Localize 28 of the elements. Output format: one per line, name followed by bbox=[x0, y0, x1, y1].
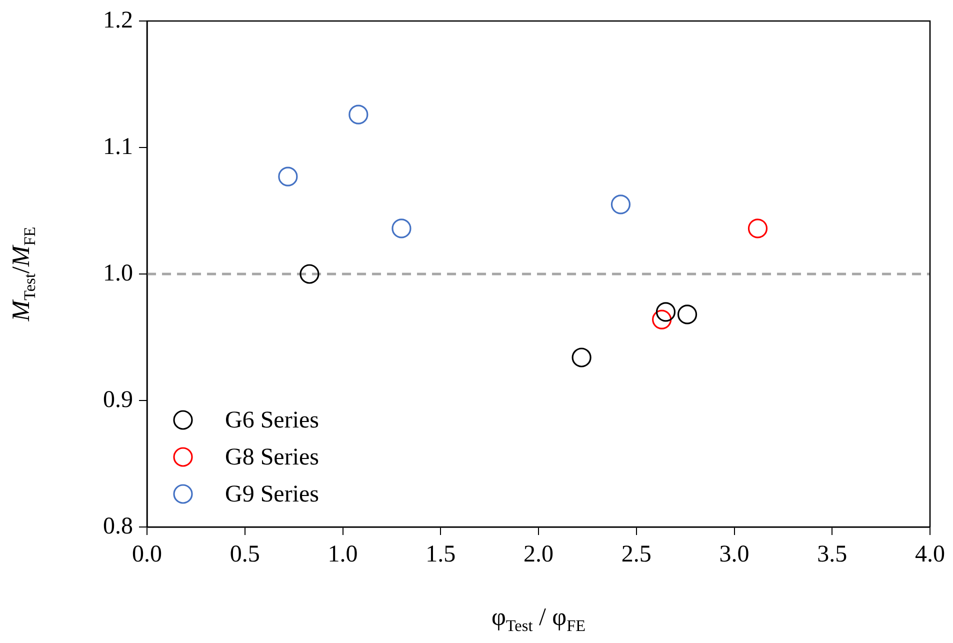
x-tick-label: 4.0 bbox=[915, 542, 945, 568]
point bbox=[748, 218, 768, 238]
y-tick-label: 1.1 bbox=[103, 134, 133, 160]
y-tick-label: 1.2 bbox=[103, 7, 133, 34]
point bbox=[392, 218, 412, 238]
y-tick-label: 0.8 bbox=[103, 513, 133, 540]
point bbox=[348, 104, 368, 124]
x-tick-label: 1.5 bbox=[426, 542, 456, 568]
point bbox=[300, 264, 320, 284]
legend-label: G9 Series bbox=[225, 481, 319, 508]
x-tick-label: 0.0 bbox=[132, 542, 162, 568]
point bbox=[677, 304, 698, 324]
x-tick-label: 3.0 bbox=[719, 542, 750, 568]
point bbox=[278, 166, 298, 186]
point bbox=[652, 310, 672, 330]
legend-label: G6 Series bbox=[225, 407, 319, 434]
point bbox=[572, 348, 592, 368]
legend-label: G8 Series bbox=[225, 444, 319, 470]
x-tick-label: 0.5 bbox=[230, 542, 260, 568]
x-axis-title: φ$_{Test}$ / φ$_{FE}$ bbox=[490, 604, 587, 636]
y-tick-label: 0.9 bbox=[103, 386, 133, 413]
x-tick-label: 1.0 bbox=[328, 542, 358, 568]
point bbox=[610, 194, 631, 214]
x-tick-label: 3.5 bbox=[817, 542, 848, 568]
x-tick-label: 2.5 bbox=[621, 542, 652, 568]
point bbox=[656, 302, 676, 322]
y-tick-label: 1.0 bbox=[103, 260, 133, 286]
x-tick-label: 2.0 bbox=[524, 542, 554, 568]
